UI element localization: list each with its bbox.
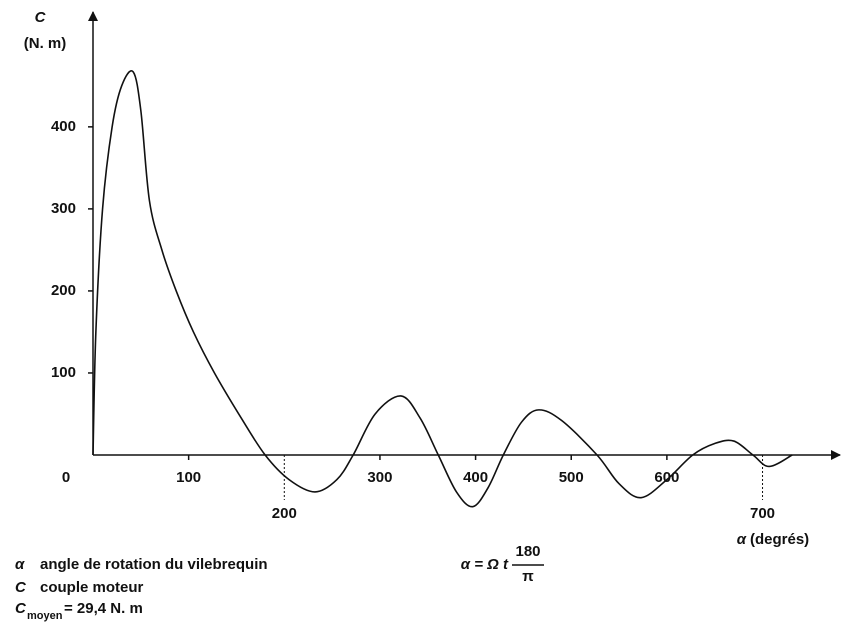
y-tick-label: 400 <box>51 118 76 135</box>
y-tick-label: 300 <box>51 200 76 217</box>
note-text: angle de rotation du vilebrequin <box>40 556 268 573</box>
y-tick-label: 100 <box>51 364 76 381</box>
note-numerator: 180 <box>515 543 540 560</box>
x-tick-label: 200 <box>272 505 297 522</box>
note-symbol: C <box>15 579 27 596</box>
note-text: = 29,4 N. m <box>64 600 143 617</box>
note-symbol: α <box>15 556 25 573</box>
y-tick-label: 200 <box>51 282 76 299</box>
note-subscript: moyen <box>27 610 63 622</box>
x-tick-label: 400 <box>463 469 488 486</box>
note-symbol: C <box>15 600 27 617</box>
x-tick-label: 100 <box>176 469 201 486</box>
x-tick-label: 700 <box>750 505 775 522</box>
y-symbol: C <box>35 9 47 26</box>
note-text: couple moteur <box>40 579 144 596</box>
y-unit: (N. m) <box>24 35 67 52</box>
x-tick-label: 500 <box>559 469 584 486</box>
note-formula: α = Ω t <box>461 556 509 573</box>
x-tick-label: 0 <box>62 469 70 486</box>
line <box>92 70 793 508</box>
x-symbol: α <box>737 531 747 548</box>
x-tick-label: 300 <box>367 469 392 486</box>
x-label: (degrés) <box>750 531 809 548</box>
note-denominator: π <box>522 568 534 585</box>
